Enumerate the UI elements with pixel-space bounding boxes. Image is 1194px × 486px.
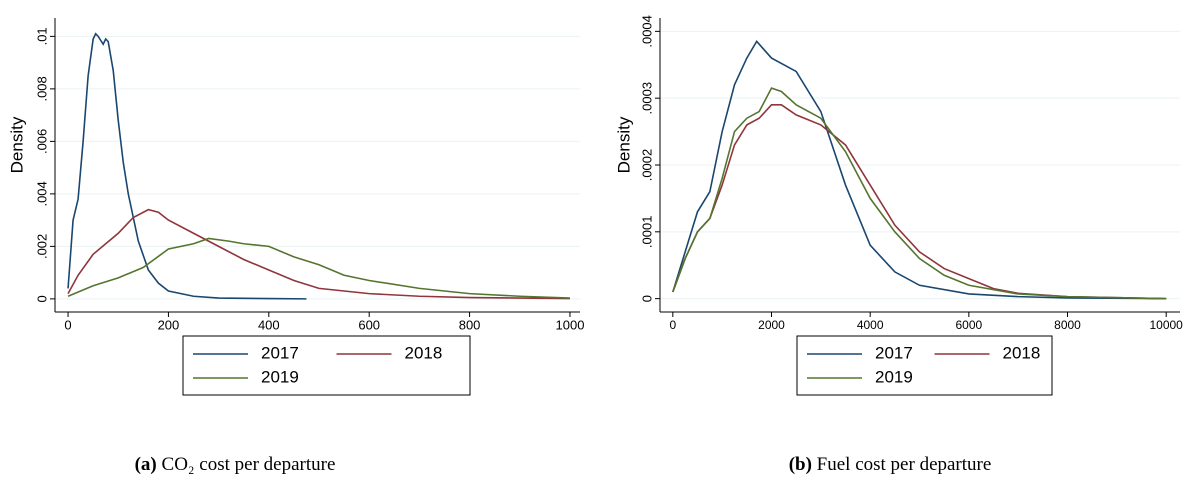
y-tick-label: 0 [34, 295, 49, 302]
x-tick-label: 0 [669, 318, 676, 332]
density-line [67, 32, 307, 300]
legend-label: 2019 [261, 367, 299, 386]
y-tick-label: .008 [34, 76, 49, 101]
y-tick-label: .002 [34, 234, 49, 259]
legend-label: 2017 [261, 343, 299, 362]
caption-text: CO₂ cost per departure [162, 454, 336, 475]
x-tick-label: 400 [258, 317, 280, 332]
caption: (b) Fuel cost per departure [789, 454, 992, 475]
density-line [672, 87, 1167, 300]
caption-label: (a) [135, 454, 157, 475]
x-tick-label: 6000 [955, 318, 982, 332]
x-tick-label: 200 [158, 317, 180, 332]
legend-box [796, 335, 1053, 396]
legend-label: 2017 [875, 343, 913, 362]
x-tick-label: 10000 [1149, 318, 1183, 332]
x-tick-label: 8000 [1054, 318, 1081, 332]
y-axis-title: Density [7, 116, 26, 173]
y-tick-label: .0004 [639, 15, 654, 48]
y-tick-label: .004 [34, 181, 49, 206]
y-tick-label: .0001 [639, 216, 654, 249]
y-tick-label: .0002 [639, 149, 654, 182]
y-tick-label: .0003 [639, 82, 654, 115]
caption-text: Fuel cost per departure [817, 454, 992, 475]
legend-label: 2018 [405, 343, 443, 362]
density-line [67, 237, 570, 299]
y-tick-label: 0 [639, 295, 654, 302]
density-line [672, 104, 1167, 300]
legend-label: 2019 [875, 367, 913, 386]
legend-box [182, 335, 471, 396]
y-axis-title: Density [614, 116, 633, 173]
x-tick-label: 1000 [556, 317, 585, 332]
caption: (a) CO₂ cost per departure [135, 454, 336, 475]
x-tick-label: 2000 [758, 318, 785, 332]
x-tick-label: 800 [459, 317, 481, 332]
density-line [672, 40, 1167, 300]
y-tick-label: .006 [34, 129, 49, 154]
x-tick-label: 600 [358, 317, 380, 332]
x-tick-label: 0 [64, 317, 71, 332]
caption-label: (b) [789, 454, 812, 475]
legend-label: 2018 [1003, 343, 1041, 362]
x-tick-label: 4000 [857, 318, 884, 332]
y-tick-label: .01 [34, 27, 49, 45]
